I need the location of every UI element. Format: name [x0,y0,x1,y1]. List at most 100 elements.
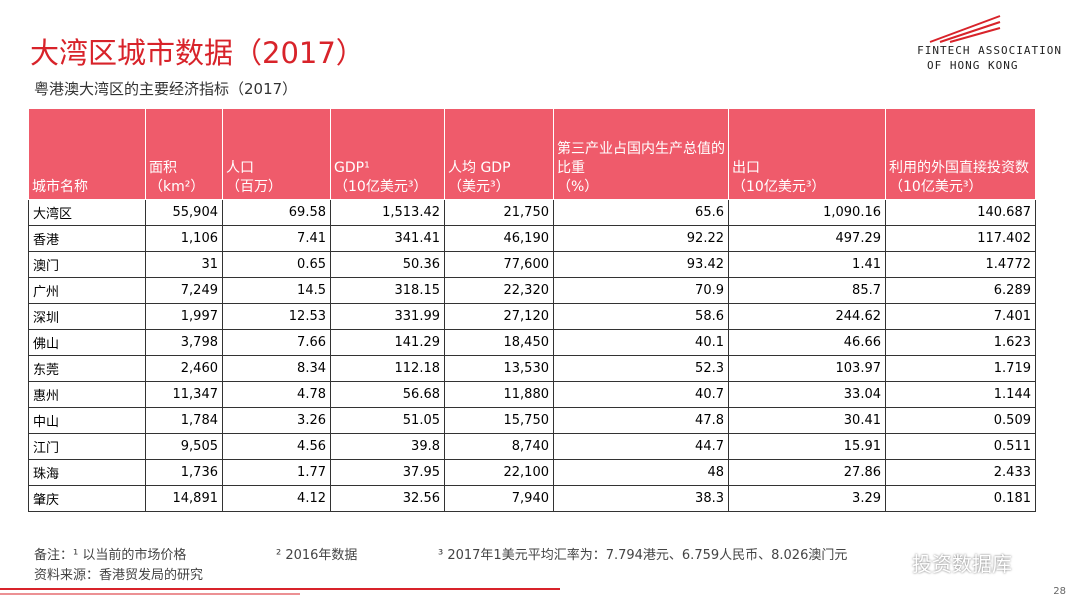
table-cell: 2,460 [145,355,223,382]
table-cell: 27.86 [728,459,886,486]
table-body: 大湾区 55,904 69.58 1,513.42 21,750 65.6 1,090.16… [28,199,1036,512]
table-row: 江门 9,505 4.56 39.8 8,740 44.7 15.91 0.511 [28,433,1036,460]
table-cell: 11,347 [145,381,223,408]
source: 资料来源：香港贸发局的研究 [34,568,204,583]
table-cell: 2.433 [885,459,1036,486]
table-cell: 51.05 [330,407,445,434]
column-header: 出口 （10亿美元³） [728,108,886,200]
table-cell: 15,750 [444,407,554,434]
table-cell: 47.8 [553,407,729,434]
table-cell: 1,090.16 [728,199,886,226]
title: 大湾区城市数据（2017） [30,36,365,70]
table-cell: 44.7 [553,433,729,460]
column-header: 城市名称 [28,108,146,200]
table-row: 大湾区 55,904 69.58 1,513.42 21,750 65.6 1,090.16… [28,199,1036,226]
table-row: 广州 7,249 14.5 318.15 22,320 70.9 85.7 6.289 [28,277,1036,304]
table-cell: 18,450 [444,329,554,356]
table-cell: 0.509 [885,407,1036,434]
table-cell: 22,100 [444,459,554,486]
data-table: 城市名称 面积 （km²） 人口 （百万） GDP¹ （10亿美元³） 人均 GDP （… [28,108,1036,512]
table-cell: 深圳 [28,303,146,330]
table-row: 澳门 31 0.65 50.36 77,600 93.42 1.41 1.4772 [28,251,1036,278]
table-cell: 27,120 [444,303,554,330]
table-cell: 3.26 [222,407,331,434]
header-row: 城市名称 面积 （km²） 人口 （百万） GDP¹ （10亿美元³） 人均 GDP （… [28,108,1036,200]
table-row: 佛山 3,798 7.66 141.29 18,450 40.1 46.66 1.623 [28,329,1036,356]
table-cell: 江门 [28,433,146,460]
table-cell: 香港 [28,225,146,252]
table-cell: 澳门 [28,251,146,278]
table-cell: 52.3 [553,355,729,382]
table-cell: 55,904 [145,199,223,226]
logo-text: OF HONG KONG [927,59,1019,72]
table-cell: 39.8 [330,433,445,460]
table-cell: 40.1 [553,329,729,356]
table-cell: 8.34 [222,355,331,382]
table-cell: 65.6 [553,199,729,226]
table-cell: 3,798 [145,329,223,356]
table-cell: 38.3 [553,485,729,512]
table-cell: 7.66 [222,329,331,356]
table-cell: 珠海 [28,459,146,486]
footnote: ³ 2017年1美元平均汇率为：7.794港元、6.759人民币、8.026澳门… [438,548,848,563]
table-cell: 肇庆 [28,485,146,512]
table-cell: 1.77 [222,459,331,486]
column-header: 人均 GDP （美元³） [444,108,554,200]
table-cell: 32.56 [330,485,445,512]
table-cell: 1,736 [145,459,223,486]
table-cell: 大湾区 [28,199,146,226]
subtitle: 粤港澳大湾区的主要经济指标（2017） [34,80,298,98]
table-cell: 92.22 [553,225,729,252]
table-cell: 69.58 [222,199,331,226]
footer-lines [0,588,560,595]
table-row: 东莞 2,460 8.34 112.18 13,530 52.3 103.97 1.719 [28,355,1036,382]
footnote: ² 2016年数据 [276,548,358,563]
table-cell: 30.41 [728,407,886,434]
table-cell: 1,997 [145,303,223,330]
footnote: 备注：¹ 以当前的市场价格 [34,548,187,563]
column-header: 利用的外国直接投资数 （10亿美元³） [885,108,1036,200]
table-cell: 佛山 [28,329,146,356]
table-cell: 85.7 [728,277,886,304]
table-cell: 33.04 [728,381,886,408]
table-cell: 93.42 [553,251,729,278]
logo-mark [929,15,1001,43]
table-cell: 广州 [28,277,146,304]
table-cell: 0.181 [885,485,1036,512]
table-cell: 31 [145,251,223,278]
table-cell: 46.66 [728,329,886,356]
table-row: 中山 1,784 3.26 51.05 15,750 47.8 30.41 0.509 [28,407,1036,434]
table-cell: 4.78 [222,381,331,408]
table-cell: 46,190 [444,225,554,252]
table-cell: 37.95 [330,459,445,486]
table-cell: 58.6 [553,303,729,330]
column-header: GDP¹ （10亿美元³） [330,108,445,200]
table-row: 深圳 1,997 12.53 331.99 27,120 58.6 244.62 7.401 [28,303,1036,330]
table-cell: 1,784 [145,407,223,434]
table-cell: 0.511 [885,433,1036,460]
table-row: 惠州 11,347 4.78 56.68 11,880 40.7 33.04 1.144 [28,381,1036,408]
table-cell: 14.5 [222,277,331,304]
table-cell: 1.41 [728,251,886,278]
table-cell: 4.12 [222,485,331,512]
table-cell: 48 [553,459,729,486]
column-header: 第三产业占国内生产总值的比重 （%） [553,108,729,200]
logo-text: FINTECH ASSOCIATION [917,44,1062,57]
table-cell: 77,600 [444,251,554,278]
table-cell: 22,320 [444,277,554,304]
table-cell: 103.97 [728,355,886,382]
table-cell: 7.41 [222,225,331,252]
table-cell: 12.53 [222,303,331,330]
table-cell: 244.62 [728,303,886,330]
table-cell: 70.9 [553,277,729,304]
table-cell: 0.65 [222,251,331,278]
table-cell: 140.687 [885,199,1036,226]
table-cell: 13,530 [444,355,554,382]
table-cell: 1.719 [885,355,1036,382]
watermark: 投资数据库 [912,552,1012,576]
table-cell: 141.29 [330,329,445,356]
table-cell: 331.99 [330,303,445,330]
table-cell: 56.68 [330,381,445,408]
table-cell: 1,513.42 [330,199,445,226]
